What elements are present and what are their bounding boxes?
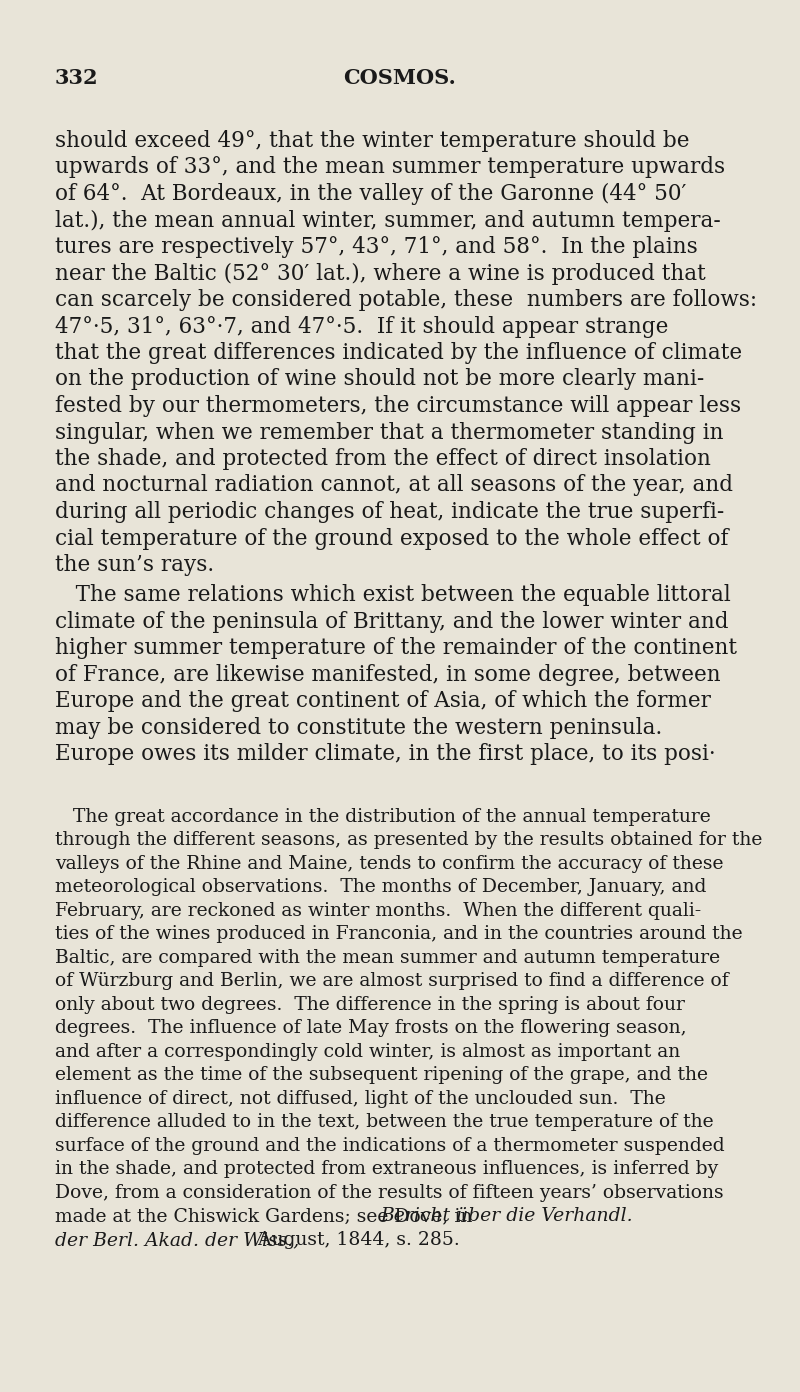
Text: singular, when we remember that a thermometer standing in: singular, when we remember that a thermo… [55,422,723,444]
Text: upwards of 33°, and the mean summer temperature upwards: upwards of 33°, and the mean summer temp… [55,156,725,178]
Text: should exceed 49°, that the winter temperature should be: should exceed 49°, that the winter tempe… [55,129,690,152]
Text: Bericht über die Verhandl.: Bericht über die Verhandl. [380,1207,633,1225]
Text: only about two degrees.  The difference in the spring is about four: only about two degrees. The difference i… [55,995,685,1013]
Text: on the production of wine should not be more clearly mani-: on the production of wine should not be … [55,369,704,391]
Text: made at the Chiswick Gardens; see Dove, in: made at the Chiswick Gardens; see Dove, … [55,1207,478,1225]
Text: through the different seasons, as presented by the results obtained for the: through the different seasons, as presen… [55,831,762,849]
Text: 332: 332 [55,68,98,88]
Text: cial temperature of the ground exposed to the whole effect of: cial temperature of the ground exposed t… [55,528,729,550]
Text: valleys of the Rhine and Maine, tends to confirm the accuracy of these: valleys of the Rhine and Maine, tends to… [55,855,723,873]
Text: Dove, from a consideration of the results of fifteen years’ observations: Dove, from a consideration of the result… [55,1185,724,1201]
Text: near the Baltic (52° 30′ lat.), where a wine is produced that: near the Baltic (52° 30′ lat.), where a … [55,263,706,284]
Text: of Würzburg and Berlin, we are almost surprised to find a difference of: of Würzburg and Berlin, we are almost su… [55,973,729,991]
Text: February, are reckoned as winter months.  When the different quali-: February, are reckoned as winter months.… [55,902,702,920]
Text: may be considered to constitute the western peninsula.: may be considered to constitute the west… [55,717,662,739]
Text: The same relations which exist between the equable littoral: The same relations which exist between t… [55,585,730,607]
Text: influence of direct, not diffused, light of the unclouded sun.  The: influence of direct, not diffused, light… [55,1090,666,1108]
Text: surface of the ground and the indications of a thermometer suspended: surface of the ground and the indication… [55,1137,725,1155]
Text: climate of the peninsula of Brittany, and the lower winter and: climate of the peninsula of Brittany, an… [55,611,729,633]
Text: der Berl. Akad. der Wiss.,: der Berl. Akad. der Wiss., [55,1231,299,1249]
Text: tures are respectively 57°, 43°, 71°, and 58°.  In the plains: tures are respectively 57°, 43°, 71°, an… [55,237,698,258]
Text: August, 1844, s. 285.: August, 1844, s. 285. [251,1231,459,1249]
Text: Baltic, are compared with the mean summer and autumn temperature: Baltic, are compared with the mean summe… [55,949,720,967]
Text: The great accordance in the distribution of the annual temperature: The great accordance in the distribution… [55,807,710,825]
Text: Europe owes its milder climate, in the first place, to its posi·: Europe owes its milder climate, in the f… [55,743,716,766]
Text: that the great differences indicated by the influence of climate: that the great differences indicated by … [55,342,742,363]
Text: the sun’s rays.: the sun’s rays. [55,554,214,576]
Text: element as the time of the subsequent ripening of the grape, and the: element as the time of the subsequent ri… [55,1066,708,1084]
Text: meteorological observations.  The months of December, January, and: meteorological observations. The months … [55,878,706,896]
Text: 47°·5, 31°, 63°·7, and 47°·5.  If it should appear strange: 47°·5, 31°, 63°·7, and 47°·5. If it shou… [55,316,668,337]
Text: ties of the wines produced in Franconia, and in the countries around the: ties of the wines produced in Franconia,… [55,926,742,944]
Text: degrees.  The influence of late May frosts on the flowering season,: degrees. The influence of late May frost… [55,1019,686,1037]
Text: can scarcely be considered potable, these  numbers are follows:: can scarcely be considered potable, thes… [55,290,757,310]
Text: and after a correspondingly cold winter, is almost as important an: and after a correspondingly cold winter,… [55,1043,680,1061]
Text: during all periodic changes of heat, indicate the true superfi-: during all periodic changes of heat, ind… [55,501,724,523]
Text: higher summer temperature of the remainder of the continent: higher summer temperature of the remaind… [55,638,737,660]
Text: of 64°.  At Bordeaux, in the valley of the Garonne (44° 50′: of 64°. At Bordeaux, in the valley of th… [55,182,686,205]
Text: in the shade, and protected from extraneous influences, is inferred by: in the shade, and protected from extrane… [55,1161,718,1179]
Text: fested by our thermometers, the circumstance will appear less: fested by our thermometers, the circumst… [55,395,741,418]
Text: Europe and the great continent of Asia, of which the former: Europe and the great continent of Asia, … [55,690,711,713]
Text: lat.), the mean annual winter, summer, and autumn tempera-: lat.), the mean annual winter, summer, a… [55,210,721,231]
Text: the shade, and protected from the effect of direct insolation: the shade, and protected from the effect… [55,448,711,470]
Text: and nocturnal radiation cannot, at all seasons of the year, and: and nocturnal radiation cannot, at all s… [55,475,733,497]
Text: COSMOS.: COSMOS. [343,68,457,88]
Text: difference alluded to in the text, between the true temperature of the: difference alluded to in the text, betwe… [55,1114,714,1132]
Text: of France, are likewise manifested, in some degree, between: of France, are likewise manifested, in s… [55,664,721,686]
